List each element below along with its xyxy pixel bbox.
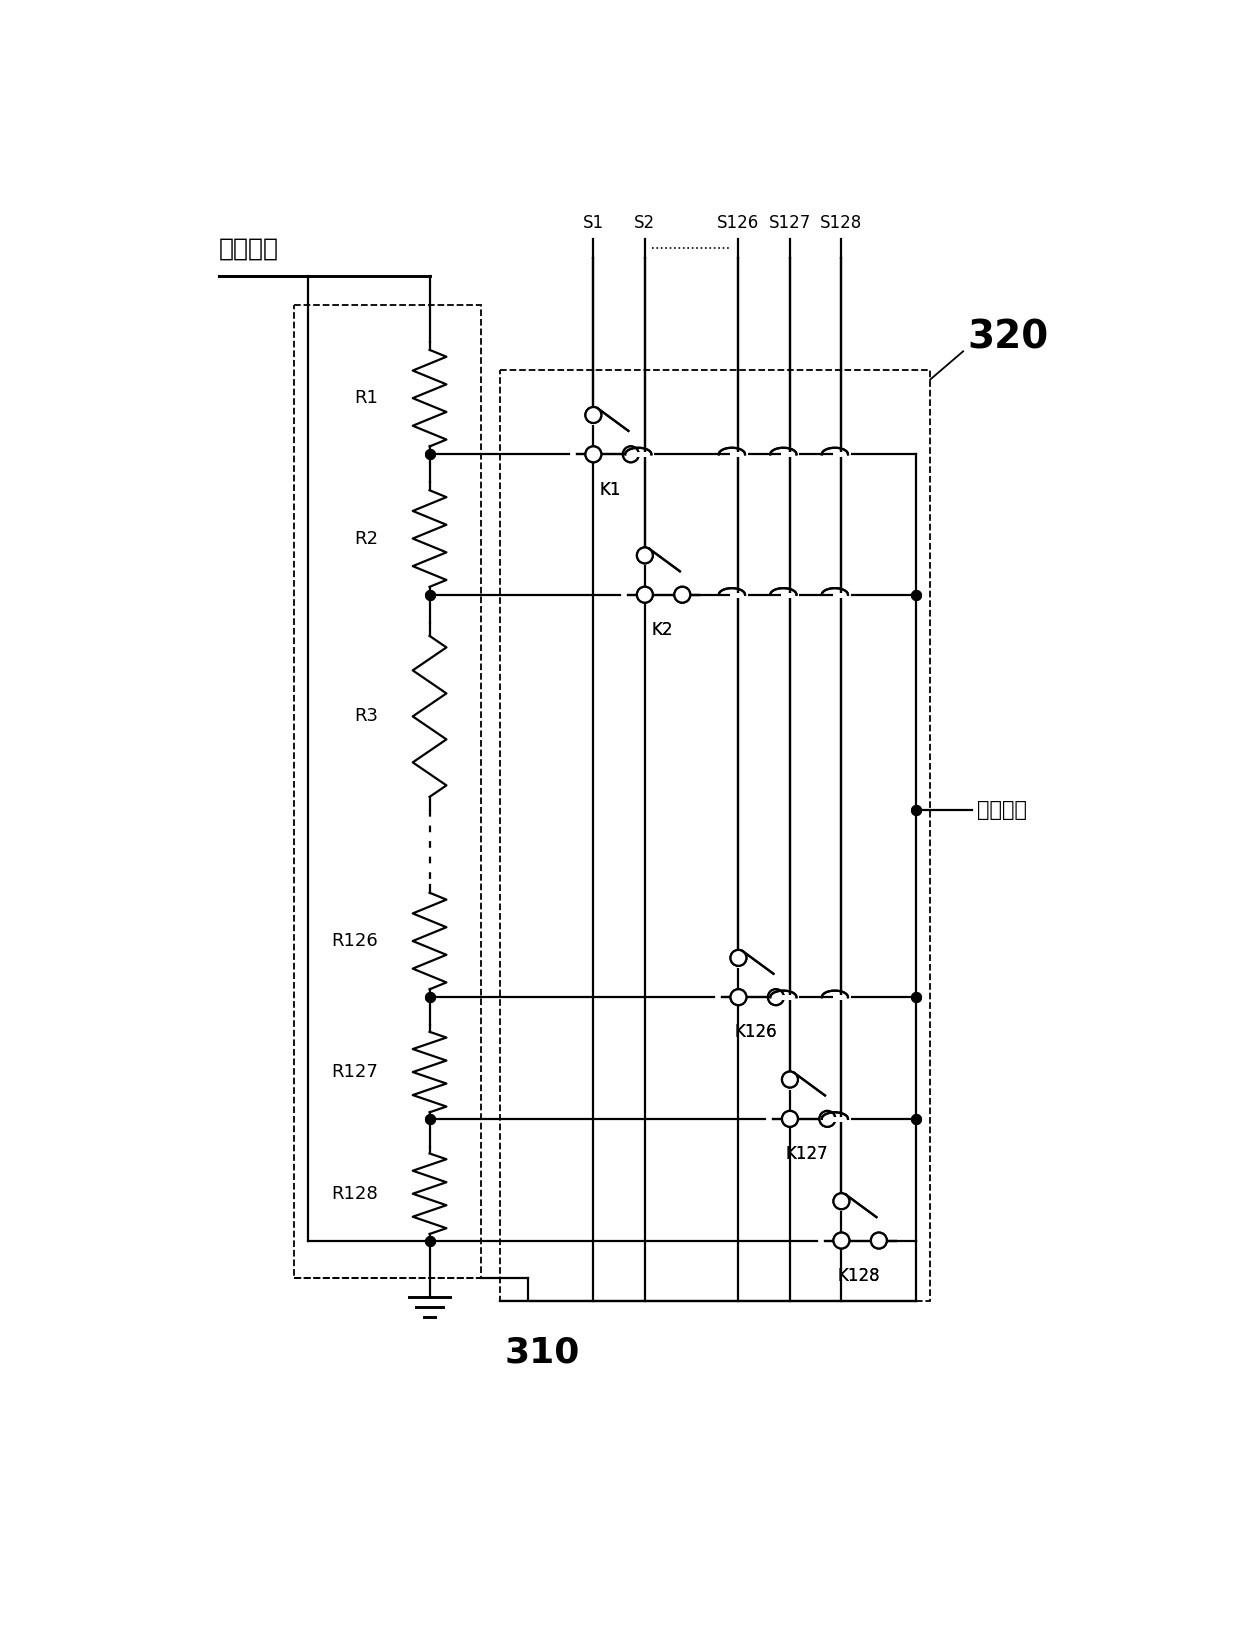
Text: K2: K2 (651, 620, 672, 638)
Circle shape (585, 407, 601, 423)
Circle shape (585, 446, 601, 463)
Circle shape (730, 950, 746, 967)
Circle shape (730, 950, 746, 967)
Circle shape (782, 1111, 797, 1127)
Circle shape (585, 407, 601, 423)
Circle shape (637, 548, 652, 563)
Text: K128: K128 (837, 1267, 879, 1285)
Text: K1: K1 (599, 481, 621, 499)
Text: 参考电压: 参考电压 (219, 236, 279, 261)
Text: S2: S2 (635, 213, 656, 231)
Text: K1: K1 (599, 481, 621, 499)
Text: K127: K127 (785, 1145, 828, 1163)
Text: S126: S126 (717, 213, 760, 231)
Circle shape (820, 1111, 836, 1127)
Circle shape (870, 1232, 887, 1249)
Circle shape (782, 1111, 797, 1127)
Text: K2: K2 (651, 620, 672, 638)
Text: K128: K128 (837, 1267, 879, 1285)
Text: R126: R126 (331, 932, 378, 950)
Text: K127: K127 (785, 1145, 828, 1163)
Text: R127: R127 (331, 1063, 378, 1081)
Text: 310: 310 (505, 1336, 579, 1370)
Circle shape (833, 1232, 849, 1249)
Circle shape (730, 990, 746, 1006)
Text: R2: R2 (355, 530, 378, 548)
Circle shape (768, 990, 784, 1006)
Text: S128: S128 (821, 213, 863, 231)
Text: K126: K126 (734, 1024, 776, 1042)
Circle shape (820, 1111, 836, 1127)
Text: S1: S1 (583, 213, 604, 231)
Circle shape (782, 1072, 797, 1088)
Circle shape (637, 587, 652, 602)
Circle shape (585, 446, 601, 463)
Circle shape (870, 1232, 887, 1249)
Circle shape (675, 587, 691, 602)
Text: R128: R128 (331, 1185, 378, 1203)
Text: K126: K126 (734, 1024, 776, 1042)
Text: R3: R3 (355, 707, 378, 725)
Circle shape (622, 446, 639, 463)
Text: 320: 320 (967, 318, 1049, 356)
Circle shape (833, 1232, 849, 1249)
Circle shape (637, 548, 652, 563)
Circle shape (768, 990, 784, 1006)
Text: S127: S127 (769, 213, 811, 231)
Circle shape (833, 1193, 849, 1209)
Text: 调光电压: 调光电压 (977, 799, 1027, 820)
Circle shape (637, 587, 652, 602)
Circle shape (675, 587, 691, 602)
Circle shape (833, 1193, 849, 1209)
Circle shape (782, 1072, 797, 1088)
Circle shape (622, 446, 639, 463)
Circle shape (730, 990, 746, 1006)
Text: R1: R1 (355, 389, 378, 407)
